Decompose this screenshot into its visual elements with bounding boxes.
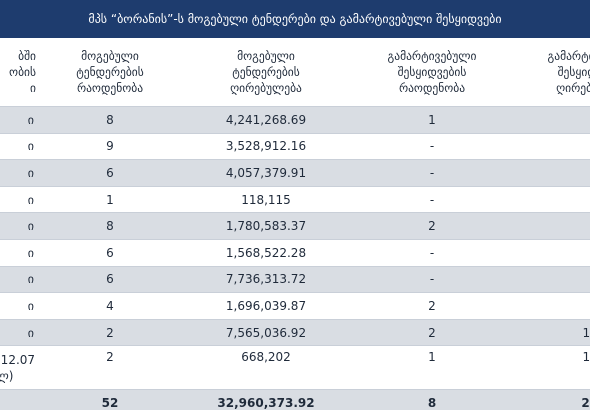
simple-count-cell: 2 [352, 292, 512, 320]
simple-value-cell: 1,0 [512, 345, 590, 391]
tenders-count-cell: 1 [40, 186, 180, 214]
header-line: ტენდერების [76, 65, 144, 79]
simple-count-cell: 1 [352, 106, 512, 134]
total-simple-value: 2,0 [512, 389, 590, 410]
row-name: ი [0, 186, 40, 214]
simple-count-cell: - [352, 133, 512, 161]
tenders-value-cell: 668,202 [180, 345, 352, 391]
simple-count-cell: - [352, 159, 512, 187]
total-label [0, 389, 40, 410]
tenders-count-cell: 4 [40, 292, 180, 320]
header-cell: გამარტივებული შესყიდვების რაოდენობა [352, 38, 512, 107]
header-cell: ბში ობის ი [0, 38, 40, 107]
tenders-value-cell: 118,115 [180, 186, 352, 214]
header-line: ღირებულება [556, 81, 590, 95]
tenders-value-cell: 4,057,379.91 [180, 159, 352, 187]
table-row: ი 2 7,565,036.92 2 1,0 [0, 319, 590, 347]
simple-value-cell [512, 292, 590, 320]
header-line: ობის [9, 65, 36, 79]
tenders-count-cell: 6 [40, 159, 180, 187]
simple-count-cell: 2 [352, 319, 512, 347]
header-line: შესყიდვების [557, 65, 590, 79]
table-row: ი 8 1,780,583.37 2 [0, 212, 590, 240]
row-name: ი [0, 159, 40, 187]
tenders-table: ბში ობის ი მოგებული ტენდერების რაოდენობა… [0, 38, 590, 410]
total-tenders-count: 52 [40, 389, 180, 410]
simple-value-cell [512, 133, 590, 161]
simple-count-cell: - [352, 186, 512, 214]
tenders-value-cell: 7,565,036.92 [180, 319, 352, 347]
tenders-value-cell: 1,568,522.28 [180, 239, 352, 267]
table-row: (12.07 ლ) 2 668,202 1 1,0 [0, 345, 590, 391]
total-simple-count: 8 [352, 389, 512, 410]
total-row: 52 32,960,373.92 8 2,0 [0, 389, 590, 410]
tenders-count-cell: 6 [40, 239, 180, 267]
simple-value-cell [512, 106, 590, 134]
simple-value-cell: 1,0 [512, 319, 590, 347]
header-line: ი [30, 81, 36, 95]
table-row: ი 1 118,115 - [0, 186, 590, 214]
row-name: ი [0, 266, 40, 294]
simple-value-cell [512, 212, 590, 240]
row-name: ი [0, 212, 40, 240]
table-row: ი 8 4,241,268.69 1 [0, 106, 590, 134]
tenders-count-cell: 8 [40, 106, 180, 134]
header-cell: გამარტივებული შესყიდვების ღირებულება [512, 38, 590, 107]
header-line: მოგებული [237, 49, 295, 63]
simple-count-cell: 1 [352, 345, 512, 391]
simple-value-cell [512, 266, 590, 294]
table-header: ბში ობის ი მოგებული ტენდერების რაოდენობა… [0, 38, 590, 107]
simple-value-cell [512, 239, 590, 267]
table-row: ი 9 3,528,912.16 - [0, 133, 590, 161]
table-title: მპს “ბორანის”-ს მოგებული ტენდერები და გა… [0, 0, 590, 38]
table-body: ი 8 4,241,268.69 1 ი 9 3,528,912.16 - ი … [0, 106, 590, 391]
tenders-value-cell: 7,736,313.72 [180, 266, 352, 294]
table-row: ი 6 4,057,379.91 - [0, 159, 590, 187]
simple-count-cell: - [352, 239, 512, 267]
tenders-count-cell: 8 [40, 212, 180, 240]
header-line: მოგებული [81, 49, 139, 63]
header-line: ღირებულება [230, 81, 302, 95]
header-cell: მოგებული ტენდერების ღირებულება [180, 38, 352, 107]
tenders-value-cell: 1,696,039.87 [180, 292, 352, 320]
simple-value-cell [512, 186, 590, 214]
tenders-value-cell: 4,241,268.69 [180, 106, 352, 134]
tenders-count-cell: 2 [40, 319, 180, 347]
header-line: რაოდენობა [398, 81, 466, 95]
header-cell: მოგებული ტენდერების რაოდენობა [40, 38, 180, 107]
header-line: გამარტივებული [547, 49, 590, 63]
simple-count-cell: 2 [352, 212, 512, 240]
simple-value-cell [512, 159, 590, 187]
total-tenders-value: 32,960,373.92 [180, 389, 352, 410]
tenders-count-cell: 9 [40, 133, 180, 161]
header-line: ტენდერების [232, 65, 300, 79]
table-row: ი 6 1,568,522.28 - [0, 239, 590, 267]
tenders-value-cell: 1,780,583.37 [180, 212, 352, 240]
row-name: ი [0, 133, 40, 161]
row-name: ი [0, 239, 40, 267]
row-name: ი [0, 106, 40, 134]
header-line: ბში [18, 49, 36, 63]
tenders-count-cell: 6 [40, 266, 180, 294]
table-row: ი 4 1,696,039.87 2 [0, 292, 590, 320]
row-name: (12.07 ლ) [0, 345, 40, 391]
tenders-count-cell: 2 [40, 345, 180, 391]
header-line: შესყიდვების [397, 65, 467, 79]
header-line: რაოდენობა [76, 81, 144, 95]
table-row: ი 6 7,736,313.72 - [0, 266, 590, 294]
tenders-value-cell: 3,528,912.16 [180, 133, 352, 161]
row-name: ი [0, 319, 40, 347]
table-footer: 52 32,960,373.92 8 2,0 [0, 389, 590, 410]
simple-count-cell: - [352, 266, 512, 294]
header-line: გამარტივებული [387, 49, 477, 63]
row-name: ი [0, 292, 40, 320]
